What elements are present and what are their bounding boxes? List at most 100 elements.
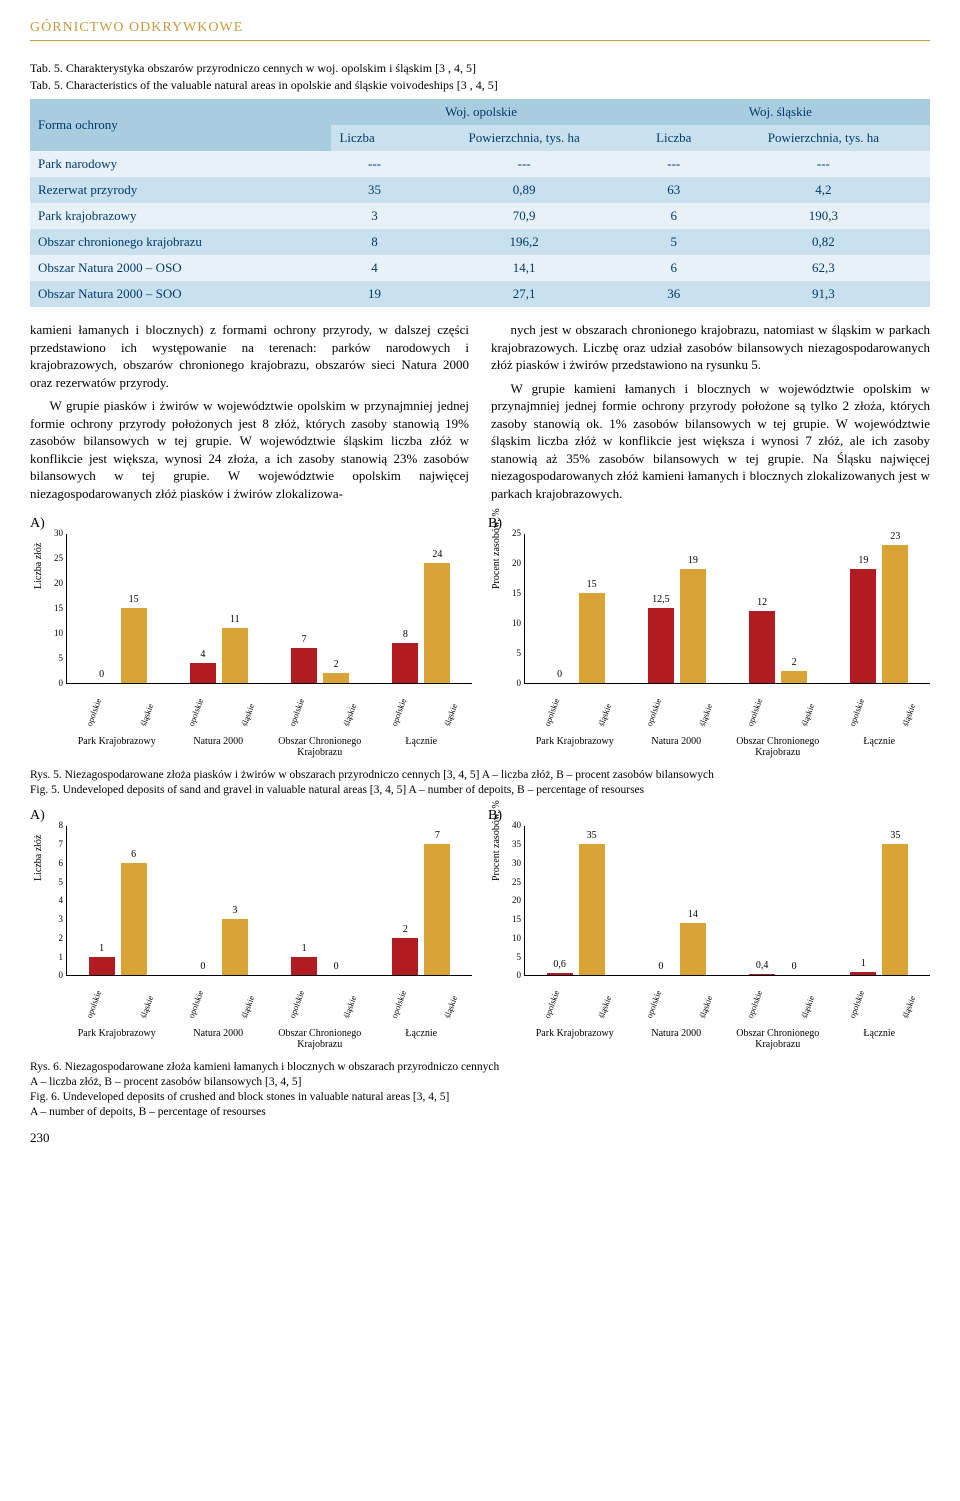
group-label: Obszar Chronionego Krajobrazu [269,736,371,758]
chart-letter-a: A) [30,516,472,532]
fig6-chart-b: B) Procent zasobów, %05101520253035400,6… [488,808,930,1050]
fig5-chart-a: A) Liczba złóż05101520253001541172824 op… [30,516,472,758]
y-tick: 20 [512,558,521,568]
chart-bar: 19 [680,569,706,683]
fig6-caption-en: Fig. 6. Undeveloped deposits of crushed … [30,1091,449,1118]
row-cell: 27,1 [418,281,631,307]
row-cell: --- [717,151,930,177]
bar-value-label: 0 [781,961,807,972]
row-cell: 6 [631,255,717,281]
fig6-caption: Rys. 6. Niezagospodarowane złoża kamieni… [30,1060,930,1120]
x-tick-label: śląskie [138,995,155,1020]
chart-bar: 4 [190,663,216,683]
protection-forms-table: Forma ochrony Woj. opolskie Woj. śląskie… [30,99,930,307]
chart-letter-b2: B) [488,808,930,824]
x-tick-label: opolskie [186,697,205,727]
x-tick-label: opolskie [287,697,306,727]
bar-value-label: 2 [781,657,807,668]
y-tick: 40 [512,820,521,830]
y-tick: 5 [59,877,64,887]
y-tick: 5 [517,952,522,962]
x-tick-label: śląskie [900,995,917,1020]
x-tick-label: opolskie [389,989,408,1019]
chart-bar: 15 [121,608,147,683]
bar-value-label: 14 [680,909,706,920]
x-tick-label: opolskie [84,989,103,1019]
bar-value-label: 12 [749,597,775,608]
y-tick: 2 [59,933,64,943]
group-label: Łącznie [829,736,931,758]
bar-value-label: 7 [424,830,450,841]
row-cell: 4,2 [717,177,930,203]
th-forma: Forma ochrony [30,99,331,151]
x-tick-label: śląskie [900,703,917,728]
row-label: Rezerwat przyrody [30,177,331,203]
bar-value-label: 7 [291,634,317,645]
y-tick: 30 [512,858,521,868]
bar-value-label: 2 [323,659,349,670]
chart-bar: 35 [579,844,605,975]
x-tick-label: śląskie [697,703,714,728]
group-label: Łącznie [829,1028,931,1050]
chart-bar: 1 [89,957,115,976]
group-label: Natura 2000 [626,1028,728,1050]
fig6-chart-a: A) Liczba złóż01234567816031027 opolskie… [30,808,472,1050]
chart-bar: 2 [781,671,807,683]
row-cell: 4 [331,255,417,281]
table-row: Obszar chronionego krajobrazu8196,250,82 [30,229,930,255]
body-paragraph: kamieni łamanych i blocznych) z formami … [30,321,469,391]
bar-value-label: 12,5 [648,594,674,605]
fig6-caption-pl: Rys. 6. Niezagospodarowane złoża kamieni… [30,1061,499,1088]
y-tick: 20 [54,578,63,588]
chart-bar: 19 [850,569,876,683]
y-tick: 10 [512,618,521,628]
y-tick: 5 [517,648,522,658]
bar-value-label: 24 [424,549,450,560]
fig6-charts: A) Liczba złóż01234567816031027 opolskie… [30,808,930,1050]
x-tick-label: śląskie [442,703,459,728]
x-tick-label: opolskie [287,989,306,1019]
body-paragraph: nych jest w obszarach chronionego krajob… [491,321,930,374]
chart-bar: 1 [850,972,876,976]
bar-value-label: 0 [323,961,349,972]
y-tick: 35 [512,839,521,849]
x-tick-label: opolskie [644,697,663,727]
chart-bar: 15 [579,593,605,683]
row-cell: 6 [631,203,717,229]
bar-value-label: 23 [882,531,908,542]
section-header: GÓRNICTWO ODKRYWKOWE [30,20,930,41]
y-tick: 15 [512,588,521,598]
chart-bar: 12 [749,611,775,683]
x-tick-label: śląskie [799,995,816,1020]
bar-value-label: 35 [579,830,605,841]
th-pow-1: Powierzchnia, tys. ha [418,125,631,151]
fig5-chart-b: B) Procent zasobów, %051015202501512,519… [488,516,930,758]
bar-value-label: 35 [882,830,908,841]
row-cell: 36 [631,281,717,307]
y-tick: 25 [54,553,63,563]
x-tick-label: opolskie [745,697,764,727]
fig5-caption-pl: Rys. 5. Niezagospodarowane złoża piasków… [30,769,714,781]
th-liczba-2: Liczba [631,125,717,151]
row-cell: 0,89 [418,177,631,203]
bar-value-label: 8 [392,629,418,640]
x-tick-label: opolskie [847,697,866,727]
y-tick: 6 [59,858,64,868]
chart-bar: 12,5 [648,608,674,683]
bar-value-label: 15 [121,594,147,605]
x-tick-label: opolskie [389,697,408,727]
row-label: Obszar Natura 2000 – OSO [30,255,331,281]
row-cell: 19 [331,281,417,307]
table-caption-pl: Tab. 5. Charakterystyka obszarów przyrod… [30,61,930,76]
x-tick-label: śląskie [799,703,816,728]
bar-value-label: 0,6 [547,959,573,970]
row-cell: --- [331,151,417,177]
chart-bar: 8 [392,643,418,683]
row-cell: --- [418,151,631,177]
row-cell: 63 [631,177,717,203]
bar-value-label: 15 [579,579,605,590]
group-label: Natura 2000 [626,736,728,758]
x-tick-label: śląskie [442,995,459,1020]
y-tick: 25 [512,528,521,538]
x-tick-label: opolskie [542,697,561,727]
